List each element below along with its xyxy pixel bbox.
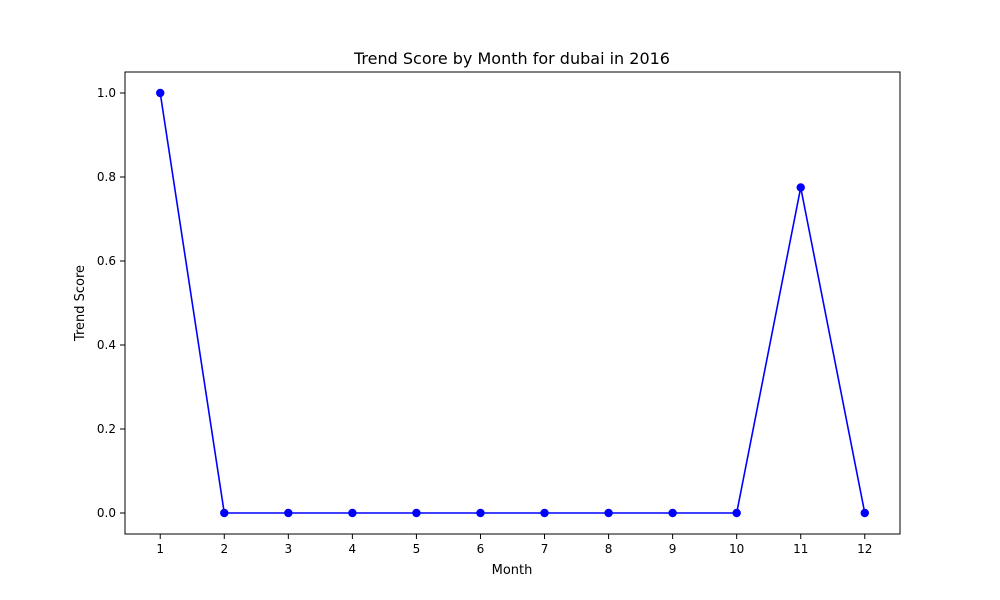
y-axis: 0.0 0.2 0.4 0.6 0.8 1.0: [97, 86, 125, 520]
y-tick-label: 1.0: [97, 86, 116, 100]
series-group: [156, 88, 869, 518]
x-tick-label: 3: [285, 542, 293, 556]
data-point: [732, 508, 741, 518]
y-tick-label: 0.2: [97, 422, 116, 436]
y-tick-label: 0.0: [97, 506, 116, 520]
data-point: [860, 508, 869, 518]
y-tick-label: 0.8: [97, 170, 116, 184]
x-tick-label: 6: [477, 542, 485, 556]
x-tick-label: 4: [349, 542, 357, 556]
data-point: [284, 508, 293, 518]
x-tick-label: 11: [793, 542, 808, 556]
x-axis-label: Month: [492, 563, 533, 578]
x-tick-label: 9: [669, 542, 677, 556]
chart-title: Trend Score by Month for dubai in 2016: [353, 49, 670, 68]
x-tick-label: 10: [729, 542, 744, 556]
data-point: [220, 508, 229, 518]
data-point: [156, 88, 165, 98]
data-point: [412, 508, 421, 518]
x-tick-label: 1: [156, 542, 164, 556]
data-point: [796, 183, 805, 192]
data-point: [668, 508, 677, 518]
y-axis-label: Trend Score: [73, 265, 88, 342]
data-point: [348, 508, 357, 518]
y-tick-label: 0.4: [97, 338, 116, 352]
x-tick-label: 7: [541, 542, 549, 556]
x-tick-label: 5: [413, 542, 421, 556]
plot-area: [124, 71, 901, 535]
x-tick-label: 8: [605, 542, 613, 556]
x-tick-label: 2: [220, 542, 228, 556]
series-line: [159, 92, 866, 514]
x-tick-label: 12: [857, 542, 872, 556]
data-point: [604, 508, 613, 518]
y-tick-label: 0.6: [97, 254, 116, 268]
x-axis: 1 2 3 4 5 6 7 8 9 10 11 12: [156, 534, 872, 556]
data-point: [476, 508, 485, 518]
data-point: [540, 508, 549, 518]
